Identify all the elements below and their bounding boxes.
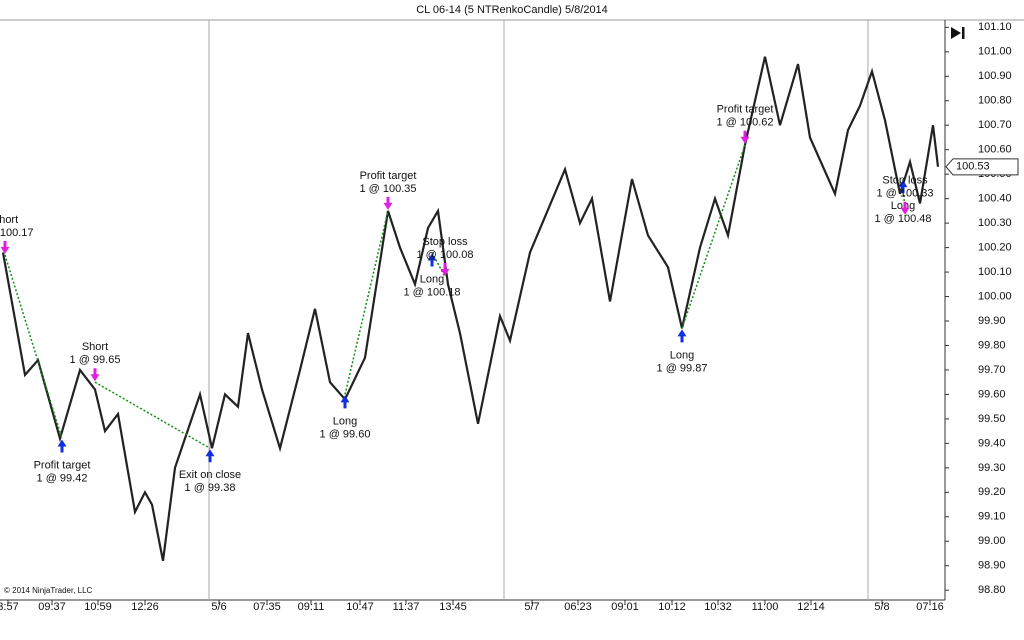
sell-arrow bbox=[0, 240, 10, 254]
sell-arrow bbox=[740, 130, 750, 144]
execution-label: Long bbox=[333, 415, 357, 427]
buy-arrow bbox=[57, 439, 67, 453]
execution-detail: 1 @ 100.35 bbox=[359, 183, 416, 195]
y-tick-label: 100.10 bbox=[978, 266, 1012, 278]
execution-label: Profit target bbox=[717, 104, 774, 116]
x-tick-label: 12:14 bbox=[797, 601, 825, 613]
y-tick-label: 99.50 bbox=[978, 413, 1006, 425]
buy-arrow bbox=[340, 395, 350, 409]
last-price-tag bbox=[945, 158, 1019, 176]
execution-label: Short bbox=[82, 341, 108, 353]
y-tick-label: 99.30 bbox=[978, 462, 1006, 474]
execution-label: Stop loss bbox=[882, 175, 928, 187]
execution-detail: 1 @ 100.17 bbox=[0, 227, 34, 239]
execution-detail: 1 @ 100.18 bbox=[403, 286, 460, 298]
scroll-end-icon[interactable] bbox=[951, 27, 965, 39]
execution-label: Long bbox=[420, 273, 444, 285]
y-tick-label: 99.40 bbox=[978, 437, 1006, 449]
x-tick-label: 06:23 bbox=[564, 601, 592, 613]
x-tick-label: 11:00 bbox=[752, 601, 779, 613]
execution-label: Stop loss bbox=[422, 236, 468, 248]
x-tick-label: 3:57 bbox=[0, 601, 19, 613]
x-tick-label: 12:26 bbox=[131, 601, 159, 613]
execution-detail: 1 @ 100.48 bbox=[874, 213, 931, 225]
sell-arrow bbox=[383, 196, 393, 210]
y-tick-label: 100.30 bbox=[978, 217, 1012, 229]
buy-arrow bbox=[898, 180, 908, 194]
execution-detail: 1 @ 99.38 bbox=[185, 482, 236, 494]
trade-line bbox=[681, 144, 746, 329]
buy-arrow bbox=[427, 253, 437, 267]
y-tick-label: 99.10 bbox=[978, 511, 1006, 523]
y-tick-label: 99.80 bbox=[978, 339, 1006, 351]
y-tick-label: 100.40 bbox=[978, 193, 1012, 205]
last-price-label: 100.53 bbox=[956, 161, 990, 173]
y-tick-label: 100.60 bbox=[978, 144, 1012, 156]
execution-detail: 1 @ 99.65 bbox=[70, 354, 121, 366]
y-tick-label: 98.80 bbox=[978, 584, 1006, 596]
y-tick-label: 99.90 bbox=[978, 315, 1006, 327]
execution-detail: 1 @ 100.08 bbox=[416, 249, 473, 261]
trade-line bbox=[344, 210, 389, 395]
x-tick-label: 10:12 bbox=[658, 601, 686, 613]
x-tick-label: 13:45 bbox=[439, 601, 467, 613]
execution-detail: 1 @ 99.60 bbox=[320, 428, 371, 440]
execution-label: Exit on close bbox=[179, 469, 241, 481]
buy-arrow bbox=[677, 329, 687, 343]
execution-label: Profit target bbox=[360, 170, 417, 182]
y-tick-label: 100.70 bbox=[978, 119, 1012, 131]
x-tick-label: 09:11 bbox=[298, 601, 325, 613]
y-tick-label: 99.70 bbox=[978, 364, 1006, 376]
execution-label: Long bbox=[670, 349, 694, 361]
y-tick-label: 101.00 bbox=[978, 46, 1012, 58]
y-tick-label: 100.20 bbox=[978, 242, 1012, 254]
y-tick-label: 100.80 bbox=[978, 95, 1012, 107]
execution-detail: 1 @ 100.33 bbox=[876, 188, 933, 200]
trade-line bbox=[431, 252, 446, 278]
y-tick-label: 101.10 bbox=[978, 21, 1012, 33]
x-tick-label: 07:16 bbox=[916, 601, 944, 613]
x-tick-label: 5/7 bbox=[524, 601, 539, 613]
y-tick-label: 99.20 bbox=[978, 486, 1006, 498]
x-tick-label: 10:32 bbox=[704, 601, 732, 613]
x-tick-label: 5/6 bbox=[211, 601, 226, 613]
x-tick-label: 09:37 bbox=[38, 601, 66, 613]
x-tick-label: 09:01 bbox=[611, 601, 639, 613]
copyright: © 2014 NinjaTrader, LLC bbox=[4, 586, 93, 595]
buy-arrow bbox=[205, 449, 215, 463]
x-tick-label: 10:47 bbox=[346, 601, 374, 613]
sell-arrow bbox=[900, 201, 910, 215]
execution-detail: 1 @ 99.42 bbox=[37, 472, 88, 484]
execution-detail: 1 @ 99.87 bbox=[657, 362, 708, 374]
sell-arrow bbox=[440, 262, 450, 276]
y-tick-label: 100.90 bbox=[978, 70, 1012, 82]
execution-label: Long bbox=[891, 200, 915, 212]
trade-line bbox=[4, 254, 63, 439]
y-tick-label: 99.00 bbox=[978, 535, 1006, 547]
x-tick-label: 07:35 bbox=[253, 601, 281, 613]
y-tick-label: 99.60 bbox=[978, 388, 1006, 400]
execution-label: Short bbox=[0, 214, 18, 226]
x-tick-label: 10:59 bbox=[84, 601, 112, 613]
x-tick-label: 5/8 bbox=[874, 601, 889, 613]
price-line bbox=[1, 56, 940, 562]
execution-label: Profit target bbox=[34, 459, 91, 471]
y-tick-label: 98.90 bbox=[978, 560, 1006, 572]
execution-detail: 1 @ 100.62 bbox=[716, 117, 773, 129]
chart-title: CL 06-14 (5 NTRenkoCandle) 5/8/2014 bbox=[416, 4, 608, 16]
y-tick-label: 100.00 bbox=[978, 290, 1012, 302]
sell-arrow bbox=[90, 368, 100, 382]
x-tick-label: 11:37 bbox=[393, 601, 420, 613]
